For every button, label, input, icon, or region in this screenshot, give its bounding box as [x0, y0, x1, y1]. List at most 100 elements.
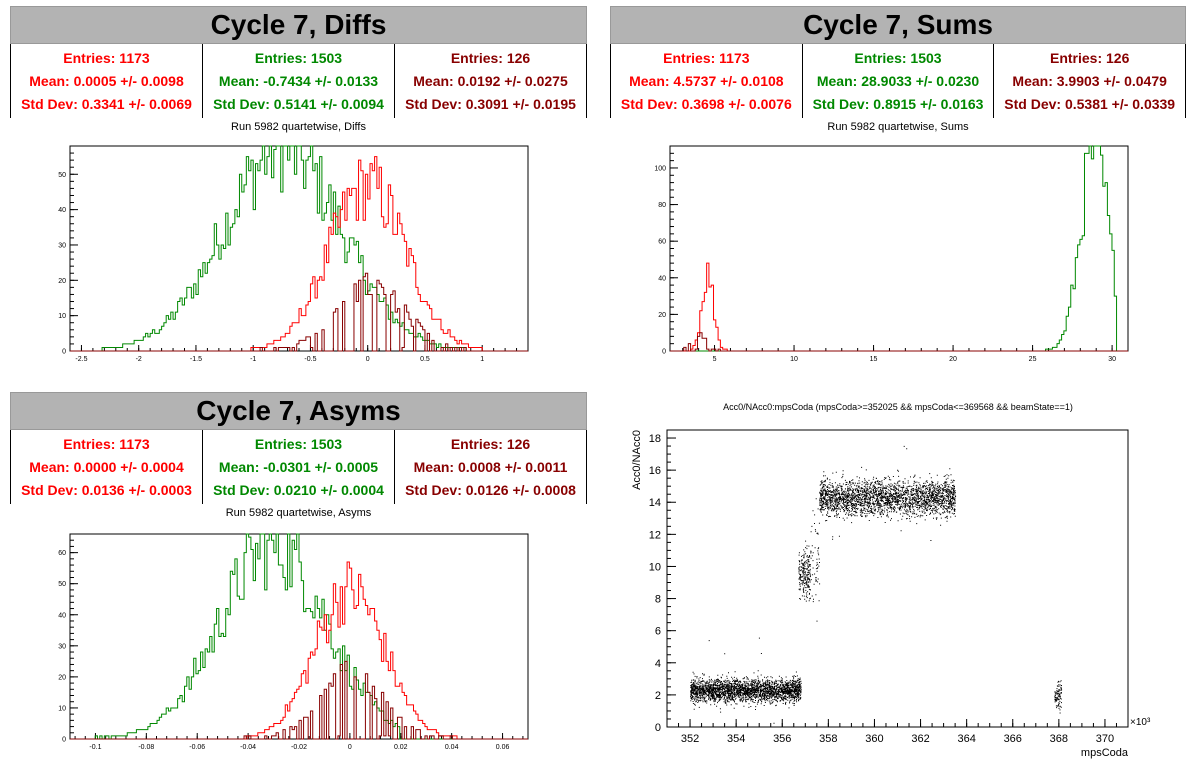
stat-std: Std Dev: 0.3698 +/- 0.0076	[620, 96, 792, 113]
asyms-title: Cycle 7, Asyms	[10, 392, 587, 430]
asyms-stats-red: Entries: 1173 Mean: 0.0000 +/- 0.0004 St…	[10, 430, 203, 504]
x-tick-label: -2	[136, 356, 142, 363]
y-tick-label: 60	[58, 550, 66, 557]
x-tick-label: 360	[865, 733, 883, 745]
stat-std: Std Dev: 0.5381 +/- 0.0339	[1004, 96, 1176, 113]
plot-frame	[666, 429, 1129, 728]
x-tick-label: 358	[819, 733, 837, 745]
y-tick-label: 40	[658, 275, 666, 282]
x-tick-label: 30	[1108, 356, 1116, 363]
histogram-series	[70, 156, 528, 352]
y-tick-label: 40	[58, 612, 66, 619]
stat-entries: Entries: 1503	[254, 49, 343, 66]
y-tick-label: 20	[658, 312, 666, 319]
stat-mean: Mean: -0.0301 +/- 0.0005	[218, 458, 379, 475]
stat-mean: Mean: 28.9033 +/- 0.0230	[816, 72, 980, 89]
stat-std: Std Dev: 0.8915 +/- 0.0163	[812, 96, 984, 113]
plot-frame	[69, 533, 529, 740]
y-tick-label: 2	[655, 690, 661, 702]
x-tick-label: 15	[870, 356, 878, 363]
x-tick-label: 0.5	[420, 356, 430, 363]
stat-std: Std Dev: 0.0126 +/- 0.0008	[405, 482, 576, 499]
histogram-series	[70, 533, 528, 740]
x-tick-label: 0.04	[445, 744, 459, 751]
stat-std: Std Dev: 0.0136 +/- 0.0003	[21, 482, 192, 499]
asyms-stats-darkred: Entries: 126 Mean: 0.0008 +/- 0.0011 Std…	[394, 430, 587, 504]
histogram-series	[70, 561, 528, 740]
x-tick-label: 1	[480, 356, 484, 363]
histogram-series	[670, 262, 1128, 352]
x-tick-label: -0.5	[304, 356, 316, 363]
y-tick-label: 30	[58, 643, 66, 650]
scatter-marks	[690, 445, 1063, 728]
y-tick-label: 18	[649, 433, 661, 445]
x-tick-label: 352	[681, 733, 699, 745]
y-tick-label: 16	[649, 465, 661, 477]
histogram-series	[70, 660, 528, 740]
x-tick-label: -0.02	[291, 744, 307, 751]
asyms-subtitle: Run 5982 quartetwise, Asyms	[225, 507, 372, 519]
sums-stats-darkred: Entries: 126 Mean: 3.9903 +/- 0.0479 Std…	[993, 44, 1187, 118]
stat-entries: Entries: 1173	[63, 49, 150, 66]
y-tick-label: 20	[58, 674, 66, 681]
diffs-stats-darkred: Entries: 126 Mean: 0.0192 +/- 0.0275 Std…	[394, 44, 587, 118]
x-tick-label: 10	[790, 356, 798, 363]
x-tick-label: -2.5	[75, 356, 87, 363]
stat-mean: Mean: 0.0192 +/- 0.0275	[413, 72, 568, 89]
x-tick-label: -0.1	[89, 744, 101, 751]
y-tick-label: 10	[649, 561, 661, 573]
plot-frame	[669, 145, 1129, 352]
diffs-title: Cycle 7, Diffs	[10, 6, 587, 44]
sums-stats-box: Entries: 1173 Mean: 4.5737 +/- 0.0108 St…	[610, 44, 1187, 118]
stat-mean: Mean: -0.7434 +/- 0.0133	[218, 72, 379, 89]
histogram-series	[670, 332, 1128, 352]
y-tick-label: 8	[655, 594, 661, 606]
stat-std: Std Dev: 0.3341 +/- 0.0069	[21, 96, 192, 113]
stat-entries: Entries: 1503	[854, 49, 942, 66]
sums-stats-red: Entries: 1173 Mean: 4.5737 +/- 0.0108 St…	[610, 44, 803, 118]
y-tick-label: 10	[58, 313, 66, 320]
x-tick-label: -0.08	[138, 744, 154, 751]
x-tick-label: 364	[957, 733, 975, 745]
diffs-stats-red: Entries: 1173 Mean: 0.0005 +/- 0.0098 St…	[10, 44, 203, 118]
y-tick-label: 0	[655, 722, 661, 734]
y-tick-label: 14	[649, 497, 661, 509]
x-tick-label: 0	[348, 744, 352, 751]
stat-mean: Mean: 0.0000 +/- 0.0004	[29, 458, 184, 475]
stat-mean: Mean: 0.0008 +/- 0.0011	[413, 458, 568, 475]
sums-histogram: 5 10 15 20 25 30 0 20 40 60 80 100	[654, 145, 1129, 363]
y-tick-label: 10	[58, 705, 66, 712]
y-tick-label: 6	[655, 626, 661, 638]
stat-entries: Entries: 126	[450, 49, 531, 66]
stat-mean: Mean: 4.5737 +/- 0.0108	[629, 72, 784, 89]
histogram-series	[70, 145, 528, 352]
diffs-subtitle: Run 5982 quartetwise, Diffs	[231, 121, 366, 133]
asyms-stats-box: Entries: 1173 Mean: 0.0000 +/- 0.0004 St…	[10, 430, 587, 504]
scatter-title: Acc0/NAcc0:mpsCoda (mpsCoda>=352025 && m…	[723, 402, 1073, 412]
x-axis-label: mpsCoda	[1081, 747, 1129, 759]
y-axis-label: Acc0/NAcc0	[631, 430, 643, 490]
y-tick-label: 80	[658, 202, 666, 209]
sums-title: Cycle 7, Sums	[610, 6, 1186, 44]
y-tick-label: 50	[58, 581, 66, 588]
x-axis-multiplier: ×10³	[1130, 717, 1151, 728]
acc0-scatter-plot: 352 354 356 358 360 362 364 366 368 370 0 2 4 6 8 10 12 1…	[631, 429, 1151, 759]
y-tick-label: 100	[654, 165, 666, 172]
y-tick-label: 0	[62, 737, 66, 744]
y-tick-label: 40	[58, 207, 66, 214]
stat-entries: Entries: 1173	[63, 435, 150, 452]
sums-subtitle: Run 5982 quartetwise, Sums	[827, 121, 969, 133]
scatter-points	[690, 445, 1063, 728]
sums-stats-green: Entries: 1503 Mean: 28.9033 +/- 0.0230 S…	[801, 44, 995, 118]
y-tick-label: 60	[658, 239, 666, 246]
x-tick-label: 20	[949, 356, 957, 363]
y-tick-label: 0	[62, 349, 66, 356]
asyms-histogram: -0.1 -0.08 -0.06 -0.04 -0.02 0 0.02 0.04 0.06 0 10…	[58, 533, 529, 751]
x-tick-label: -0.04	[240, 744, 256, 751]
asyms-stats-green: Entries: 1503 Mean: -0.0301 +/- 0.0005 S…	[202, 430, 395, 504]
x-tick-label: -1	[250, 356, 256, 363]
diffs-stats-green: Entries: 1503 Mean: -0.7434 +/- 0.0133 S…	[202, 44, 395, 118]
y-tick-label: 50	[58, 172, 66, 179]
x-tick-label: 0.06	[496, 744, 510, 751]
